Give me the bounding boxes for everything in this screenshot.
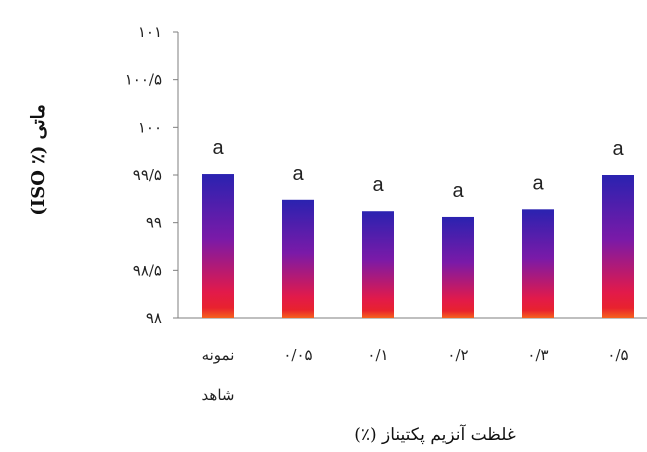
y-tick-label: ۹۸/۵ bbox=[133, 261, 162, 279]
x-tick-labels: نمونه شاهد ۰/۰۵ ۰/۱ ۰/۲ ۰/۳ ۰/۵ bbox=[202, 346, 629, 404]
x-tick-label: نمونه شاهد bbox=[202, 346, 235, 404]
bar bbox=[202, 174, 234, 318]
y-tick-label: ۱۰۰ bbox=[138, 118, 162, 136]
significance-letter: a bbox=[212, 137, 224, 159]
significance-letter: a bbox=[372, 174, 384, 196]
y-tick-label: ۹۹ bbox=[146, 214, 162, 232]
y-axis-title: ماتی (٪ ISO) bbox=[28, 104, 49, 216]
bar bbox=[522, 209, 554, 318]
significance-letter: a bbox=[612, 138, 624, 160]
significance-letter: a bbox=[292, 163, 304, 185]
x-axis-title: غلظت آنزیم پکتیناز (٪) bbox=[354, 423, 516, 445]
x-tick-label: ۰/۵ bbox=[607, 346, 628, 364]
x-tick-label: ۰/۲ bbox=[447, 346, 468, 364]
bar bbox=[602, 175, 634, 318]
y-tick-label: ۱۰۰/۵ bbox=[125, 71, 162, 89]
y-tick-label: ۹۹/۵ bbox=[133, 166, 162, 184]
bar bbox=[442, 216, 474, 318]
y-axis: ۹۸ ۹۸/۵ ۹۹ ۹۹/۵ ۱۰۰ ۱۰۰/۵ ۱۰۱ bbox=[125, 23, 647, 327]
x-tick-label: ۰/۱ bbox=[367, 346, 388, 364]
y-tick-label: ۱۰۱ bbox=[138, 23, 162, 41]
bars bbox=[202, 174, 634, 318]
bar bbox=[282, 199, 314, 318]
x-tick-label: ۰/۳ bbox=[527, 346, 548, 364]
x-tick-label: ۰/۰۵ bbox=[283, 346, 312, 364]
y-tick-label: ۹۸ bbox=[146, 309, 162, 327]
significance-letter: a bbox=[452, 180, 464, 202]
significance-labels: a a a a a a bbox=[212, 137, 624, 202]
significance-letter: a bbox=[532, 172, 544, 194]
bar bbox=[362, 211, 394, 318]
